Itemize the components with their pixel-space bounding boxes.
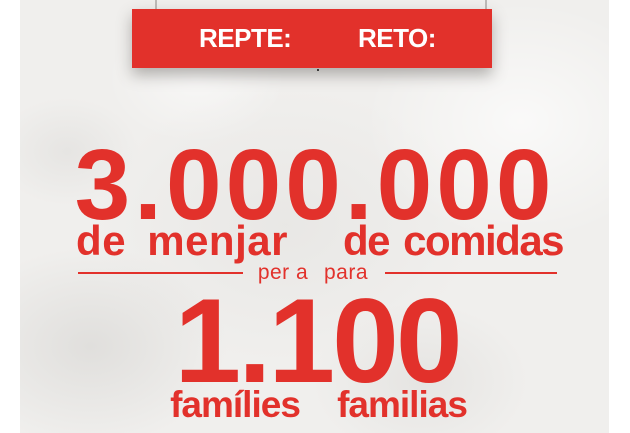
connector-spanish: para [323,261,369,284]
banner-speck [317,69,319,71]
families-count: 1.100 [174,274,462,408]
banner-label-catalan: REPTE: [199,23,292,53]
families-label-spanish: familias [337,384,468,425]
connector-catalan: per a [257,261,309,284]
banner-label-spanish: RETO: [358,23,436,53]
divider-line-left [78,272,243,274]
hanging-string-right [485,0,487,13]
meals-count: 3.000.000 [74,129,556,241]
poster-background-texture [20,0,609,433]
meals-label-catalan: de menjar [76,217,288,264]
families-label-catalan: famílies [170,384,301,425]
hanging-string-left [155,0,157,16]
divider-line-right [385,272,557,274]
meals-label-spanish: de comidas [342,217,565,264]
challenge-banner: REPTE: RETO: [132,9,492,71]
